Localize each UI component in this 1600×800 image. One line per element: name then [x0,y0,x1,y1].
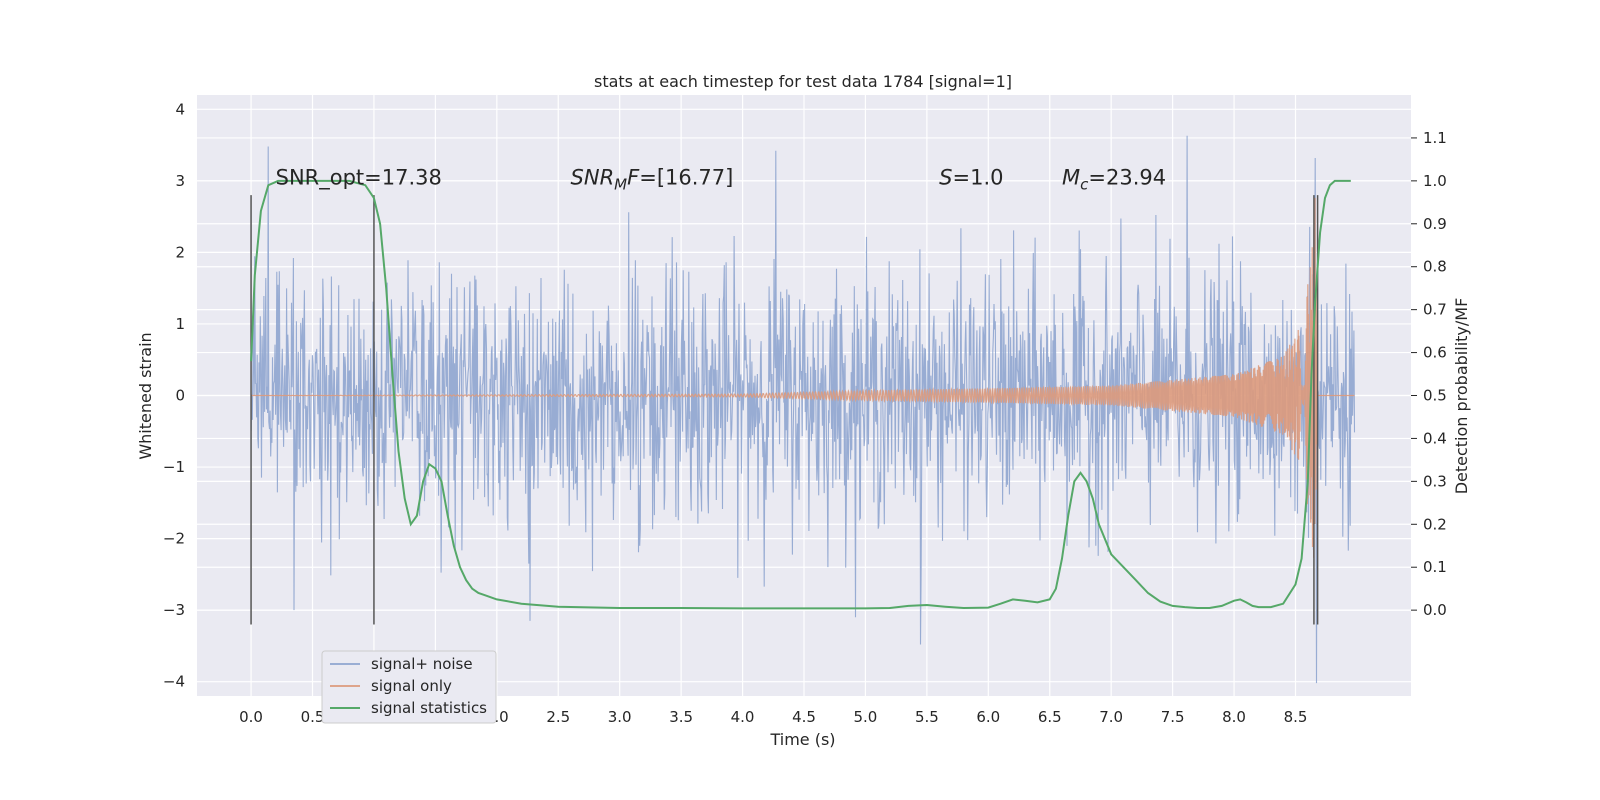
x-tick-label: 5.5 [915,708,939,726]
signal-statistics-line [250,179,1351,610]
signal-noise-series [250,135,1356,684]
chart-title: stats at each timestep for test data 178… [594,72,1012,91]
y-right-tick-label: 0.0 [1423,601,1447,619]
y-tick-label: 1 [175,315,185,333]
y-right-tick-label: 0.1 [1423,558,1447,576]
y-right-tick-label: 0.3 [1423,472,1447,490]
x-tick-label: 7.0 [1099,708,1123,726]
y-tick-label: −2 [163,530,185,548]
x-tick-label: 4.0 [731,708,755,726]
y-tick-label: 3 [175,172,185,190]
signal-statistics-series [250,179,1351,610]
annotation-part: F [627,165,640,189]
y-right-tick-label: 0.6 [1423,344,1447,362]
annotation-part: =23.94 [1088,165,1166,189]
y-right-tick-label: 0.8 [1423,258,1447,276]
y-tick-label: −3 [163,601,185,619]
x-tick-label: 0.5 [301,708,325,726]
signal-only-series [251,197,1355,558]
x-tick-label: 4.5 [792,708,816,726]
annotation-part: =[16.77] [639,165,733,189]
x-tick-label: 3.0 [608,708,632,726]
x-tick-label: 3.5 [669,708,693,726]
y-right-axis-title: Detection probability/MF [1452,298,1471,495]
legend-label: signal statistics [371,699,487,717]
x-tick-label: 7.5 [1161,708,1185,726]
y-right-tick-label: 0.5 [1423,387,1447,405]
signal-noise-line [250,135,1356,684]
y-tick-label: 2 [175,243,185,261]
x-tick-label: 5.0 [854,708,878,726]
annotations: SNR_opt=17.38 SNRMF=[16.77] S=1.0 Mc=23.94 [276,165,1166,193]
x-axis-title: Time (s) [769,730,835,749]
y-right-tick-label: 0.2 [1423,515,1447,533]
y-right-tick-label: 0.4 [1423,429,1447,447]
annotation: SNR_opt=17.38 [276,165,442,190]
x-tick-label: 8.0 [1222,708,1246,726]
annotation-subscript: M [614,175,627,193]
annotation-subscript: c [1080,175,1089,193]
legend: signal+ noise signal only signal statistic… [321,650,497,724]
annotation: Mc=23.94 [1062,165,1166,193]
annotation-part: SNR [571,165,615,189]
y-tick-label: 4 [175,100,185,118]
y-tick-label: 0 [175,387,185,405]
x-tick-label: 6.0 [976,708,1000,726]
annotation-part: F=[16.77] [627,165,733,189]
annotation-part: =1.0 [953,165,1004,189]
y-right-tick-label: 0.9 [1423,215,1447,233]
annotation-part: S [939,165,952,189]
x-tick-label: 6.5 [1038,708,1062,726]
signal-only-line [251,197,1355,558]
legend-label: signal only [371,677,452,695]
x-tick-label: 8.5 [1284,708,1308,726]
y-tick-label: −4 [163,673,185,691]
axis-ticks: 0.00.51.01.52.02.53.03.54.04.55.05.56.06… [163,100,1447,726]
y-right-tick-label: 1.1 [1423,129,1447,147]
y-axis-title: Whitened strain [136,332,155,459]
annotation: S=1.0 [939,165,1003,189]
y-tick-label: −1 [163,458,185,476]
annotation-part: M [1062,165,1080,189]
y-right-tick-label: 1.0 [1423,172,1447,190]
legend-label: signal+ noise [371,655,473,673]
x-tick-label: 0.0 [239,708,263,726]
x-tick-label: 2.5 [546,708,570,726]
legend-box [321,650,497,724]
y-right-tick-label: 0.7 [1423,301,1447,319]
annotation: SNRMF=[16.77] [571,165,734,193]
